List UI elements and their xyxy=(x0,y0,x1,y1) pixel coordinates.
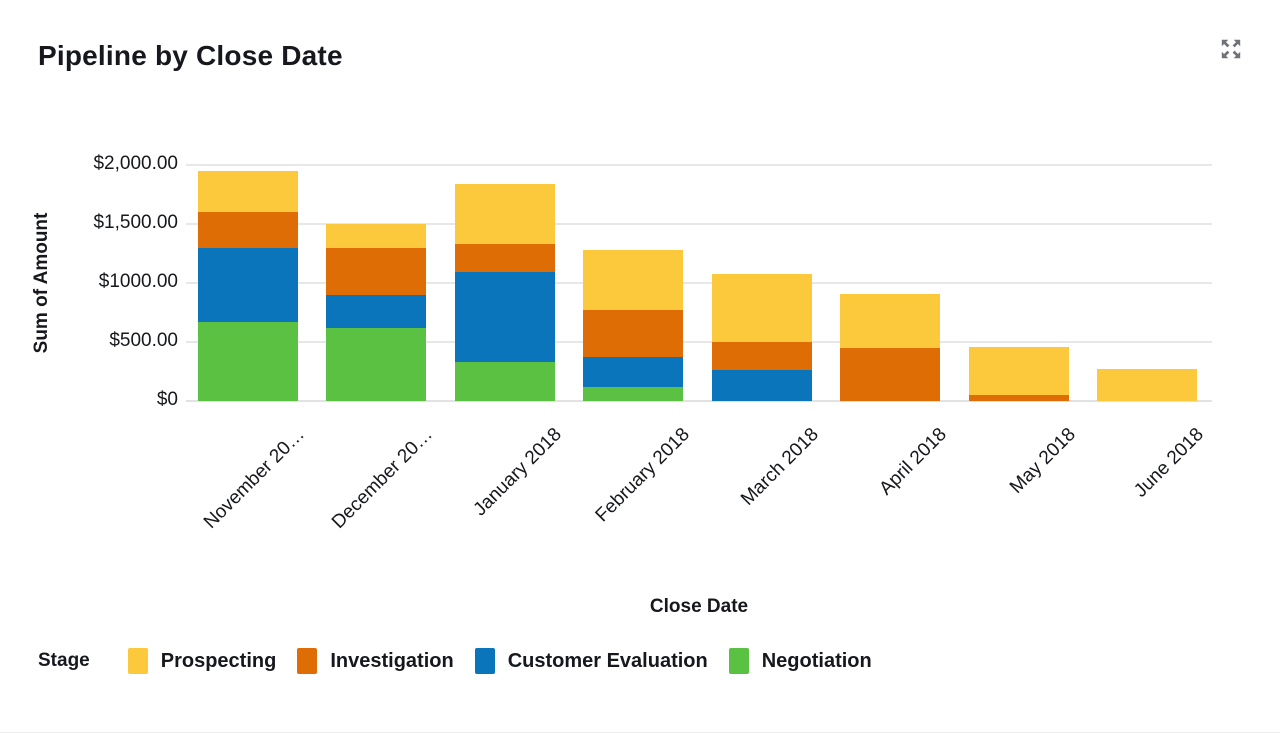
bar-segment-negotiation[interactable] xyxy=(454,362,555,401)
legend: Stage Prospecting Investigation Customer E… xyxy=(38,648,1238,674)
bar-segment-customer-evaluation[interactable] xyxy=(583,357,684,387)
bar-segment-investigation[interactable] xyxy=(198,212,298,248)
legend-swatch-icon xyxy=(728,648,749,674)
bar-segment-investigation[interactable] xyxy=(326,247,427,295)
legend-swatch-icon xyxy=(297,648,318,674)
plot-area xyxy=(186,164,1212,402)
bar-segment-customer-evaluation[interactable] xyxy=(198,247,298,322)
y-tick-label: $1000.00 xyxy=(98,271,178,292)
bar-segment-prospecting[interactable] xyxy=(968,346,1069,396)
gridline xyxy=(186,223,1212,225)
bar-segment-negotiation[interactable] xyxy=(198,321,298,401)
bar-segment-prospecting[interactable] xyxy=(1097,369,1197,401)
bar-segment-negotiation[interactable] xyxy=(326,327,427,401)
legend-item-prospecting[interactable]: Prospecting xyxy=(127,648,277,674)
legend-label: Customer Evaluation xyxy=(507,649,708,672)
bar-segment-investigation[interactable] xyxy=(454,244,555,273)
expand-button[interactable] xyxy=(1218,36,1244,62)
bar-segment-prospecting[interactable] xyxy=(711,273,812,342)
bar-segment-prospecting[interactable] xyxy=(198,170,298,213)
bar-segment-investigation[interactable] xyxy=(711,342,812,371)
gridline xyxy=(186,400,1212,402)
bar-segment-investigation[interactable] xyxy=(840,347,941,401)
bar-segment-customer-evaluation[interactable] xyxy=(711,370,812,401)
gridline xyxy=(186,164,1212,166)
bar-segment-customer-evaluation[interactable] xyxy=(454,272,555,363)
legend-label: Investigation xyxy=(330,649,454,672)
expand-icon xyxy=(1218,36,1244,62)
bar-segment-prospecting[interactable] xyxy=(326,224,427,248)
legend-swatch-icon xyxy=(127,648,148,674)
legend-label: Prospecting xyxy=(160,649,277,672)
legend-title: Stage xyxy=(38,650,90,671)
bar-segment-prospecting[interactable] xyxy=(583,249,684,311)
bar-segment-negotiation[interactable] xyxy=(583,386,684,401)
legend-items: Prospecting Investigation Customer Evaluat… xyxy=(127,648,893,674)
y-tick-label: $1,500.00 xyxy=(93,212,178,233)
bar-segment-prospecting[interactable] xyxy=(840,293,941,348)
bar-segment-prospecting[interactable] xyxy=(454,183,555,245)
legend-item-customer-evaluation[interactable]: Customer Evaluation xyxy=(474,648,708,674)
y-tick-label: $500.00 xyxy=(109,330,178,351)
bar-segment-investigation[interactable] xyxy=(583,310,684,358)
bar-segment-customer-evaluation[interactable] xyxy=(326,294,427,328)
legend-swatch-icon xyxy=(474,648,495,674)
legend-item-negotiation[interactable]: Negotiation xyxy=(728,648,872,674)
gridline xyxy=(186,282,1212,284)
legend-label: Negotiation xyxy=(761,649,872,672)
legend-item-investigation[interactable]: Investigation xyxy=(297,648,454,674)
x-axis-title: Close Date xyxy=(649,596,749,617)
y-tick-label: $0 xyxy=(156,389,178,410)
bar-segment-investigation[interactable] xyxy=(968,395,1069,401)
y-tick-label: $2,000.00 xyxy=(93,153,178,174)
gridline xyxy=(186,341,1212,343)
chart-title: Pipeline by Close Date xyxy=(38,40,343,71)
